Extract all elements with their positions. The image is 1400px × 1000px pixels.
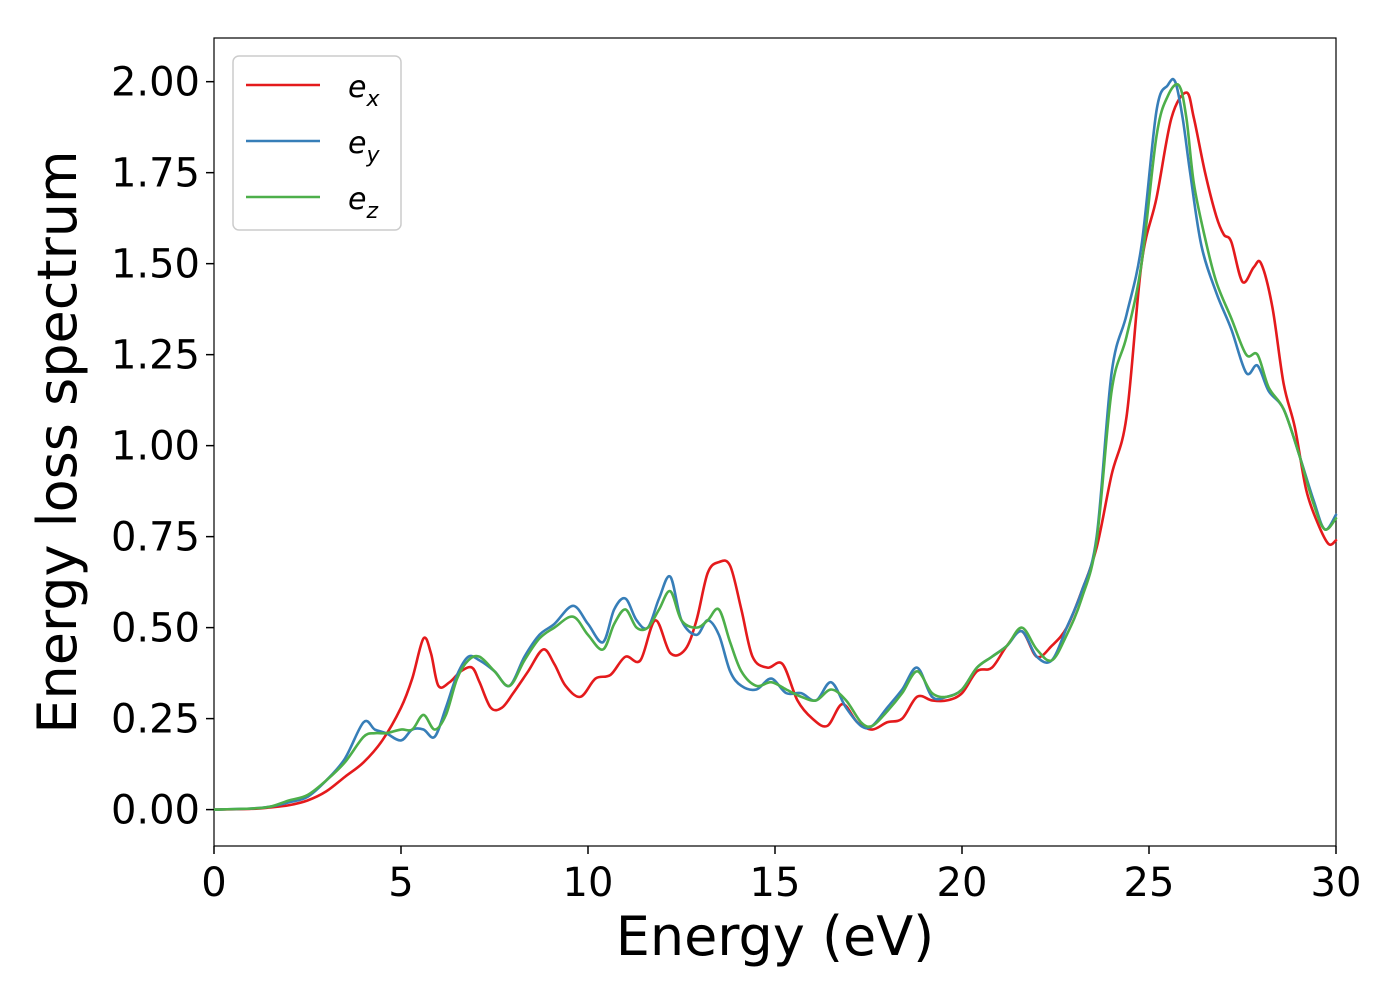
y-axis: 0.00 0.25 0.50 0.75 1.00 1.25 1.50 1.75 2.00 [111, 60, 214, 834]
series-line-z [212, 82, 1338, 811]
legend-box [232, 55, 402, 231]
y-tick-label: 0.75 [111, 515, 200, 561]
legend-items: ex ey ez [246, 70, 380, 224]
x-tick-label: 20 [937, 860, 988, 906]
x-axis: 0 5 10 15 20 25 30 [201, 846, 1361, 906]
x-axis-label: Energy (eV) [616, 905, 935, 968]
x-tick-label: 5 [388, 860, 413, 906]
series-line-x [212, 91, 1338, 811]
x-tick-label: 25 [1124, 860, 1175, 906]
y-tick-label: 0.00 [111, 788, 200, 834]
y-axis-label: Energy loss spectrum [26, 150, 89, 733]
x-tick-label: 15 [750, 860, 801, 906]
legend-label-y: ey [348, 126, 380, 168]
legend: ex ey ez [232, 55, 402, 231]
series-layer [212, 77, 1338, 811]
y-tick-label: 1.00 [111, 424, 200, 470]
x-tick-label: 30 [1311, 860, 1362, 906]
y-tick-label: 1.75 [111, 151, 200, 197]
y-tick-label: 2.00 [111, 60, 200, 106]
y-tick-label: 0.50 [111, 606, 200, 652]
y-tick-label: 1.25 [111, 333, 200, 379]
x-tick-label: 0 [201, 860, 226, 906]
y-tick-label: 1.50 [111, 242, 200, 288]
legend-label-z: ez [348, 182, 378, 224]
x-tick-label: 10 [563, 860, 614, 906]
y-tick-label: 0.25 [111, 697, 200, 743]
legend-label-x: ex [348, 70, 380, 112]
